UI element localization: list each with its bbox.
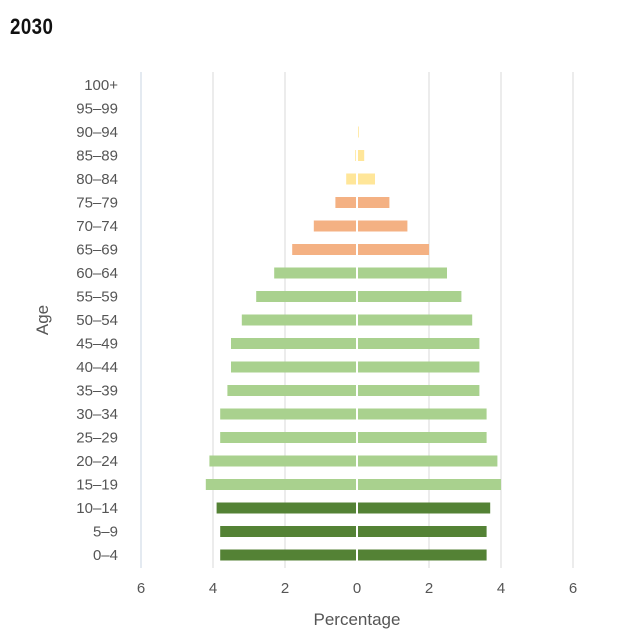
bar-right-16 — [357, 173, 375, 185]
bar-right-4 — [357, 455, 498, 467]
bar-layer — [205, 72, 501, 568]
bar-left-4 — [209, 455, 357, 467]
x-tick-label-0: 6 — [137, 580, 145, 597]
y-tick-label-0: 0–4 — [93, 547, 118, 564]
x-tick-label-2: 2 — [281, 580, 289, 597]
y-tick-label-8: 40–44 — [76, 359, 118, 376]
y-tick-label-11: 55–59 — [76, 289, 118, 306]
bar-left-5 — [220, 432, 357, 443]
y-tick-label-5: 25–29 — [76, 430, 118, 447]
bar-right-5 — [357, 432, 487, 443]
bar-left-12 — [274, 267, 357, 279]
bar-left-9 — [231, 338, 357, 349]
y-tick-label-6: 30–34 — [76, 406, 118, 423]
bar-right-14 — [357, 220, 408, 232]
y-tick-label-3: 15–19 — [76, 477, 118, 494]
bar-right-12 — [357, 267, 447, 279]
bar-right-6 — [357, 408, 487, 420]
bar-right-8 — [357, 361, 480, 373]
bar-right-11 — [357, 291, 462, 302]
bar-left-16 — [346, 173, 357, 185]
bar-right-1 — [357, 526, 487, 537]
y-tick-label-13: 65–69 — [76, 242, 118, 259]
bar-right-15 — [357, 197, 390, 208]
y-tick-label-12: 60–64 — [76, 265, 118, 282]
y-tick-label-20: 100+ — [84, 77, 118, 94]
bar-right-9 — [357, 338, 480, 349]
bar-left-8 — [231, 361, 357, 373]
bar-left-14 — [313, 220, 357, 232]
x-tick-label-5: 4 — [497, 580, 505, 597]
y-tick-label-15: 75–79 — [76, 195, 118, 212]
bar-right-7 — [357, 385, 480, 396]
bar-left-6 — [220, 408, 357, 420]
bar-left-11 — [256, 291, 357, 302]
y-tick-label-9: 45–49 — [76, 336, 118, 353]
x-tick-label-6: 6 — [569, 580, 577, 597]
chart-title: 2030 — [10, 14, 54, 39]
bar-left-7 — [227, 385, 357, 396]
axis-layer: 0–4 5–9 10–14 15–19 20–24 25–29 30–34 35–39 40–4… — [76, 77, 577, 597]
bar-right-10 — [357, 314, 473, 326]
y-tick-label-18: 90–94 — [76, 124, 118, 141]
bar-left-2 — [216, 502, 357, 514]
bar-right-17 — [357, 150, 365, 161]
x-axis-title: Percentage — [314, 610, 401, 629]
y-tick-label-19: 95–99 — [76, 101, 118, 118]
bar-left-10 — [241, 314, 357, 326]
y-tick-label-1: 5–9 — [93, 524, 118, 541]
bar-left-0 — [220, 549, 357, 561]
bar-right-3 — [357, 479, 501, 490]
bar-left-3 — [205, 479, 357, 490]
y-tick-label-7: 35–39 — [76, 383, 118, 400]
y-tick-label-16: 80–84 — [76, 171, 118, 188]
y-tick-label-17: 85–89 — [76, 148, 118, 165]
x-tick-label-4: 2 — [425, 580, 433, 597]
bar-left-15 — [335, 197, 357, 208]
bar-left-13 — [292, 244, 357, 255]
y-tick-label-4: 20–24 — [76, 453, 118, 470]
bar-right-2 — [357, 502, 491, 514]
x-tick-label-3: 0 — [353, 580, 361, 597]
bar-left-1 — [220, 526, 357, 537]
bar-right-13 — [357, 244, 429, 255]
x-tick-label-1: 4 — [209, 580, 217, 597]
y-axis-title: Age — [33, 305, 52, 335]
bar-right-0 — [357, 549, 487, 561]
y-tick-label-2: 10–14 — [76, 500, 118, 517]
y-tick-label-10: 50–54 — [76, 312, 118, 329]
y-tick-label-14: 70–74 — [76, 218, 118, 235]
